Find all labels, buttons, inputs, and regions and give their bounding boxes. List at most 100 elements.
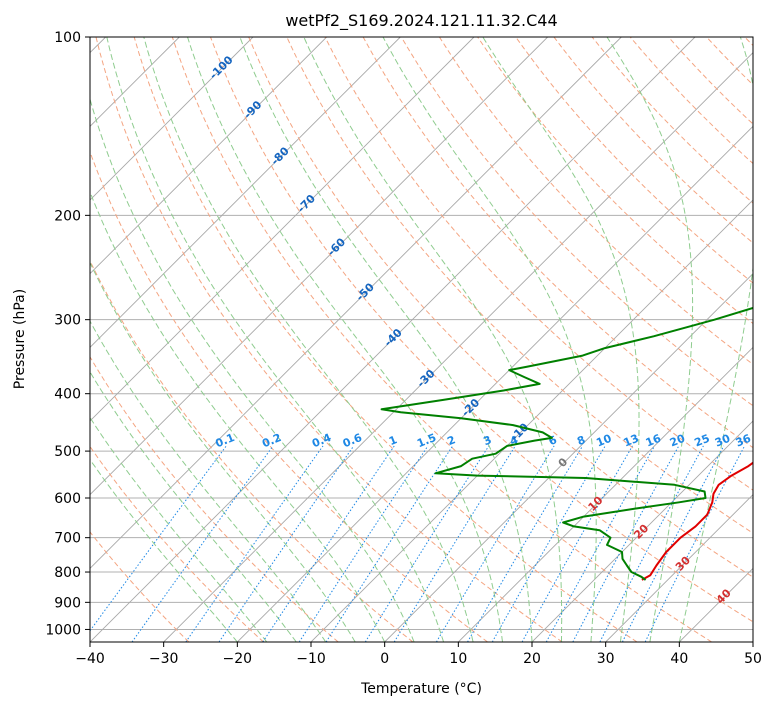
x-tick-label: 50: [744, 651, 762, 667]
isotherm-label: -90: [241, 98, 264, 121]
dry-adiabat-line: [90, 150, 488, 642]
isotherm-line: [90, 37, 475, 422]
dry-adiabat-line: [248, 37, 753, 578]
mixing-ratio-label: 0.1: [214, 431, 237, 450]
mixing-ratio-label: 8: [575, 433, 587, 448]
dry-adiabat-line: [90, 531, 190, 642]
moist-adiabat-line: [90, 458, 238, 642]
isotherm-label: -80: [269, 144, 292, 167]
x-tick-label: 20: [523, 651, 541, 667]
moist-adiabat-line: [90, 261, 356, 642]
mixing-ratio-line: [545, 445, 656, 642]
isotherm-line: [90, 37, 327, 275]
x-axis-label: Temperature (°C): [360, 681, 482, 697]
moist-adiabat-line: [143, 37, 474, 642]
chart-title: wetPf2_S169.2024.121.11.32.C44: [285, 11, 557, 31]
mixing-ratio-label: 10: [594, 432, 613, 450]
isotherm-line: [531, 420, 753, 642]
isotherm-label: -50: [354, 280, 377, 303]
x-tick-label: −40: [75, 651, 105, 667]
dry-adiabat-line: [706, 37, 753, 86]
isotherm-line: [384, 273, 753, 642]
dewpoint-profile-line: [380, 306, 753, 581]
mixing-ratio-line: [621, 445, 725, 642]
mixing-ratio-label: 25: [693, 432, 712, 450]
dry-adiabat-line: [90, 259, 414, 642]
y-tick-label: 600: [54, 491, 81, 507]
isotherm-label: -100: [207, 53, 236, 82]
moist-adiabat-line: [606, 37, 694, 642]
dry-adiabat-line: [90, 445, 264, 642]
isotherm-line: [90, 37, 401, 348]
mixing-ratio-label: 1: [387, 433, 399, 448]
mixing-ratio-label: 30: [713, 432, 732, 450]
x-tick-label: −10: [296, 651, 326, 667]
y-tick-label: 300: [54, 313, 81, 329]
isotherm-label: -30: [414, 367, 437, 390]
mixing-ratio-line: [521, 445, 633, 642]
mixing-ratio-line: [435, 445, 555, 642]
mixing-ratio-line: [644, 445, 746, 642]
temperature-profile-line: [641, 461, 753, 581]
mixing-ratio-line: [185, 445, 324, 642]
moist-adiabat-line: [303, 37, 563, 642]
dry-adiabat-label: 10: [586, 494, 606, 514]
moist-adiabat-line: [382, 37, 597, 642]
dry-adiabat-line: [591, 37, 753, 204]
y-tick-label: 1000: [45, 622, 81, 638]
mixing-ratio-label: 0.2: [260, 431, 283, 450]
plot-frame: [89, 36, 754, 643]
isotherm-label: -20: [459, 396, 482, 419]
isotherm-line: [752, 641, 753, 642]
x-tick-label: 40: [670, 651, 688, 667]
mixing-ratio-label: 2: [445, 433, 457, 448]
dry-adiabat-line: [515, 37, 753, 284]
isotherm-line: [605, 494, 753, 642]
dry-adiabat-label: 40: [714, 586, 734, 606]
dry-adiabat-line: [438, 37, 753, 365]
isotherm-line: [237, 125, 753, 642]
moist-adiabat-line: [90, 370, 297, 642]
moist-adiabat-line: [187, 37, 503, 642]
dry-adiabat-line: [400, 37, 753, 407]
mixing-ratio-label: 13: [622, 432, 641, 450]
dry-adiabat-line: [133, 37, 638, 642]
mixing-ratio-label: 36: [734, 432, 753, 450]
dry-adiabat-line: [477, 37, 753, 325]
x-tick-label: −20: [223, 651, 253, 667]
x-tick-label: 10: [449, 651, 467, 667]
x-tick-label: −30: [149, 651, 179, 667]
mixing-ratio-line: [599, 445, 704, 642]
dry-adiabat-line: [362, 37, 753, 449]
isotherm-line: [90, 37, 254, 201]
moist-adiabat-line: [90, 320, 327, 642]
y-tick-label: 800: [54, 565, 81, 581]
isotherm-label: -60: [325, 235, 348, 258]
mixing-ratio-line: [364, 445, 490, 642]
y-axis-label: Pressure (hPa): [12, 289, 28, 389]
mixing-ratio-label: 3: [481, 433, 493, 448]
y-tick-label: 400: [54, 387, 81, 403]
dry-adiabat-line: [668, 37, 753, 125]
mixing-ratio-label: 0.6: [341, 431, 364, 450]
dry-adiabat-label: 20: [631, 521, 651, 541]
moist-adiabat-line: [90, 97, 415, 642]
dry-adiabat-line: [95, 37, 563, 642]
dry-adiabat-label: 30: [673, 553, 693, 573]
moist-adiabat-line: [106, 37, 445, 642]
axes: −40 −30 −20 −10 0 10 20 30 40 5010020030040050060…: [45, 30, 762, 667]
mixing-ratio-line: [572, 445, 680, 642]
mixing-ratio-label: 0.4: [310, 431, 333, 450]
mixing-ratio-label: 20: [668, 432, 687, 450]
isotherm-line: [90, 37, 548, 496]
moist-adiabat-line: [482, 37, 640, 642]
isotherm-line: [90, 37, 696, 642]
mixing-ratio-line: [218, 445, 355, 642]
y-tick-label: 100: [54, 30, 81, 46]
mixing-ratio-line: [325, 445, 454, 642]
isotherm-label: -40: [382, 326, 405, 349]
mixing-ratio-label: 16: [644, 432, 663, 450]
isotherm-line: [90, 37, 622, 569]
moist-adiabat-line: [90, 416, 268, 642]
